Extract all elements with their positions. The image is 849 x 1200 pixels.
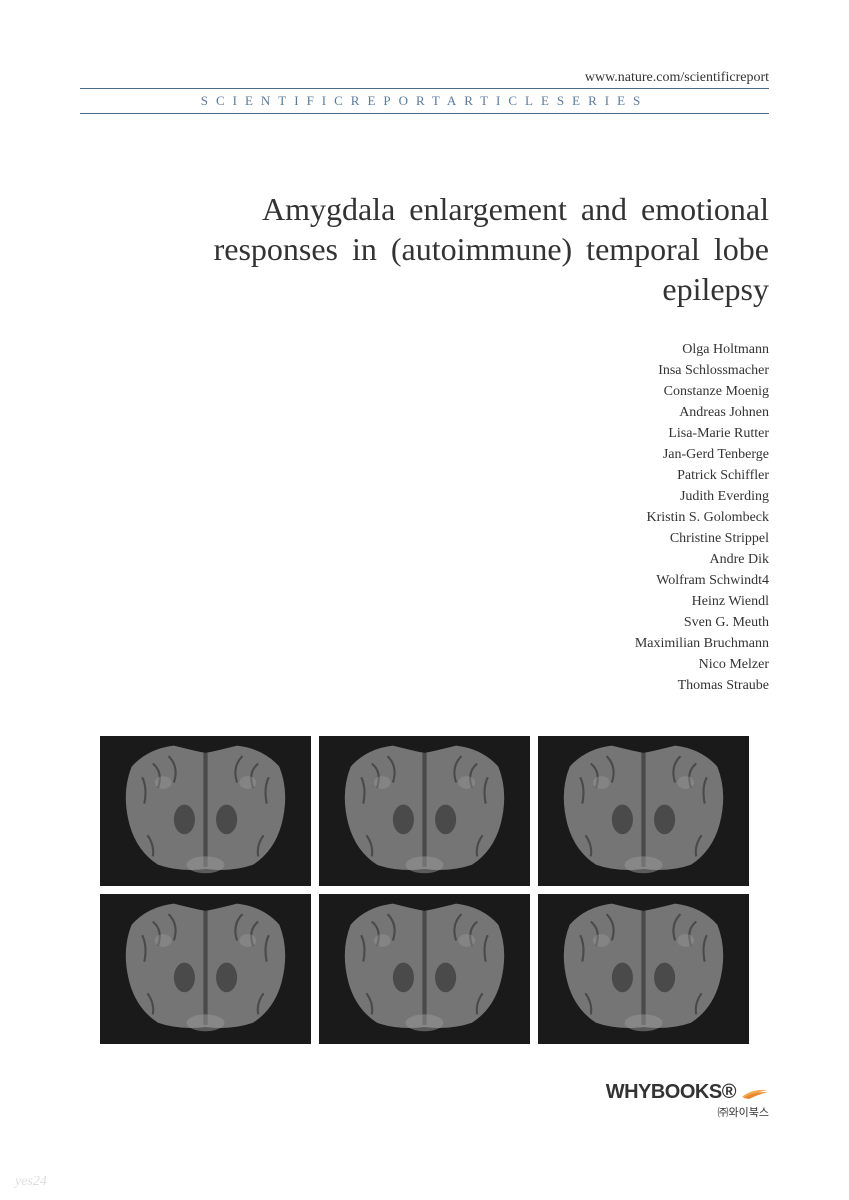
author-name: Patrick Schiffler (80, 465, 769, 486)
publisher-swoosh-icon (741, 1087, 769, 1099)
author-name: Lisa-Marie Rutter (80, 423, 769, 444)
author-name: Constanze Moenig (80, 381, 769, 402)
brain-scan (319, 894, 530, 1044)
author-name: Maximilian Bruchmann (80, 633, 769, 654)
publisher-subtitle: ㈜와이북스 (606, 1104, 769, 1120)
brain-scan (319, 736, 530, 886)
author-name: Thomas Straube (80, 675, 769, 696)
author-name: Christine Strippel (80, 528, 769, 549)
brain-scan-grid (80, 736, 769, 1044)
author-name: Kristin S. Golombeck (80, 507, 769, 528)
author-name: Olga Holtmann (80, 339, 769, 360)
author-name: Andreas Johnen (80, 402, 769, 423)
author-name: Judith Everding (80, 486, 769, 507)
author-name: Nico Melzer (80, 654, 769, 675)
author-name: Andre Dik (80, 549, 769, 570)
series-banner: SCIENTIFICREPORTARTICLESERIES (80, 88, 769, 114)
brain-scan (538, 736, 749, 886)
author-name: Insa Schlossmacher (80, 360, 769, 381)
series-label: SCIENTIFICREPORTARTICLESERIES (80, 93, 769, 109)
author-name: Wolfram Schwindt4 (80, 570, 769, 591)
author-name: Heinz Wiendl (80, 591, 769, 612)
brain-scan (538, 894, 749, 1044)
brain-scan (100, 894, 311, 1044)
publisher-block: WHYBOOKS® ㈜와이북스 (606, 1081, 769, 1120)
author-list: Olga HoltmannInsa SchlossmacherConstanze… (80, 339, 769, 696)
author-name: Jan-Gerd Tenberge (80, 444, 769, 465)
article-title: Amygdala enlargement and emotional respo… (80, 189, 769, 309)
brain-scan (100, 736, 311, 886)
header-url: www.nature.com/scientificreport (80, 70, 769, 88)
publisher-name: WHYBOOKS® (606, 1081, 769, 1104)
author-name: Sven G. Meuth (80, 612, 769, 633)
watermark: yes24 (15, 1174, 47, 1190)
